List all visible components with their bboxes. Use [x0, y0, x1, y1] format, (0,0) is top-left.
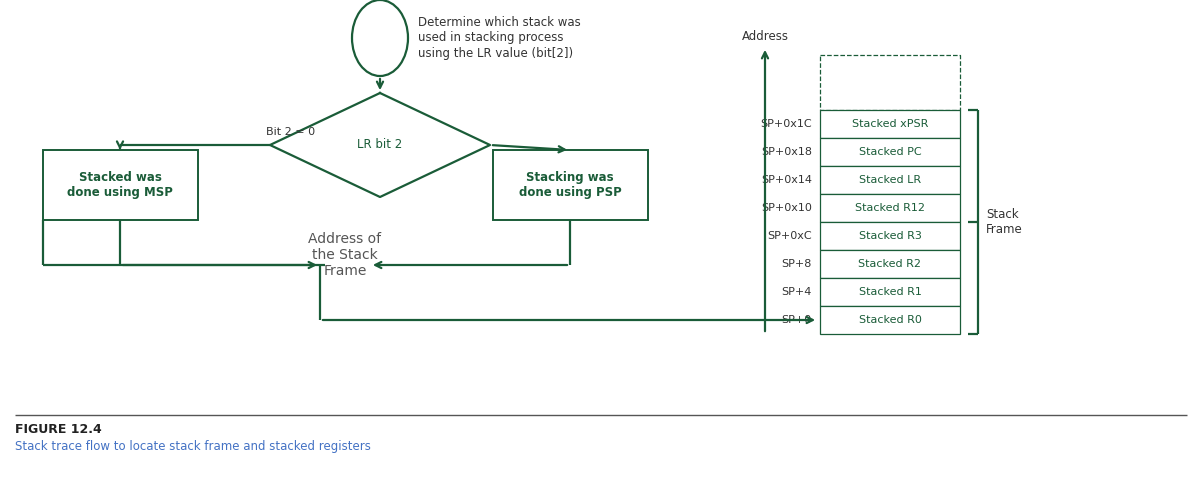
Text: SP+0x18: SP+0x18 [761, 147, 813, 157]
Bar [820, 306, 960, 334]
Bar [820, 194, 960, 222]
Text: SP+0x14: SP+0x14 [761, 175, 813, 185]
Bar [43, 150, 198, 220]
Text: Address: Address [742, 30, 789, 43]
Text: Stack
Frame: Stack Frame [986, 208, 1023, 236]
Bar [820, 222, 960, 250]
Text: Stacked xPSR: Stacked xPSR [852, 119, 928, 129]
Text: SP+0: SP+0 [781, 315, 813, 325]
Text: Stack trace flow to locate stack frame and stacked registers: Stack trace flow to locate stack frame a… [14, 440, 371, 453]
Text: SP+0x1C: SP+0x1C [761, 119, 813, 129]
Text: SP+0x10: SP+0x10 [761, 203, 813, 213]
Text: LR bit 2: LR bit 2 [357, 139, 403, 152]
Bar [820, 250, 960, 278]
Text: SP+8: SP+8 [781, 259, 813, 269]
Text: Stacked R3: Stacked R3 [858, 231, 922, 241]
Text: Determine which stack was
used in stacking process
using the LR value (bit[2]): Determine which stack was used in stacki… [418, 16, 581, 60]
Bar [820, 138, 960, 166]
Text: Stacked R1: Stacked R1 [858, 287, 922, 297]
Text: Bit 2 = 1: Bit 2 = 1 [495, 155, 545, 165]
Text: Stacked R12: Stacked R12 [855, 203, 926, 213]
Text: Stacked PC: Stacked PC [858, 147, 921, 157]
Text: Stacked R2: Stacked R2 [858, 259, 922, 269]
Text: SP+4: SP+4 [781, 287, 813, 297]
Text: Stacking was
done using PSP: Stacking was done using PSP [518, 171, 621, 199]
Text: Stacked R0: Stacked R0 [858, 315, 922, 325]
Bar [820, 278, 960, 306]
Text: Stacked LR: Stacked LR [859, 175, 921, 185]
Text: FIGURE 12.4: FIGURE 12.4 [14, 423, 102, 436]
Text: SP+0xC: SP+0xC [767, 231, 813, 241]
Text: Address of
the Stack
Frame: Address of the Stack Frame [309, 232, 381, 278]
Text: Stacked was
done using MSP: Stacked was done using MSP [67, 171, 173, 199]
Bar [820, 110, 960, 138]
Bar [493, 150, 648, 220]
Bar [820, 55, 960, 110]
Text: Bit 2 = 0: Bit 2 = 0 [266, 127, 315, 137]
Bar [820, 166, 960, 194]
